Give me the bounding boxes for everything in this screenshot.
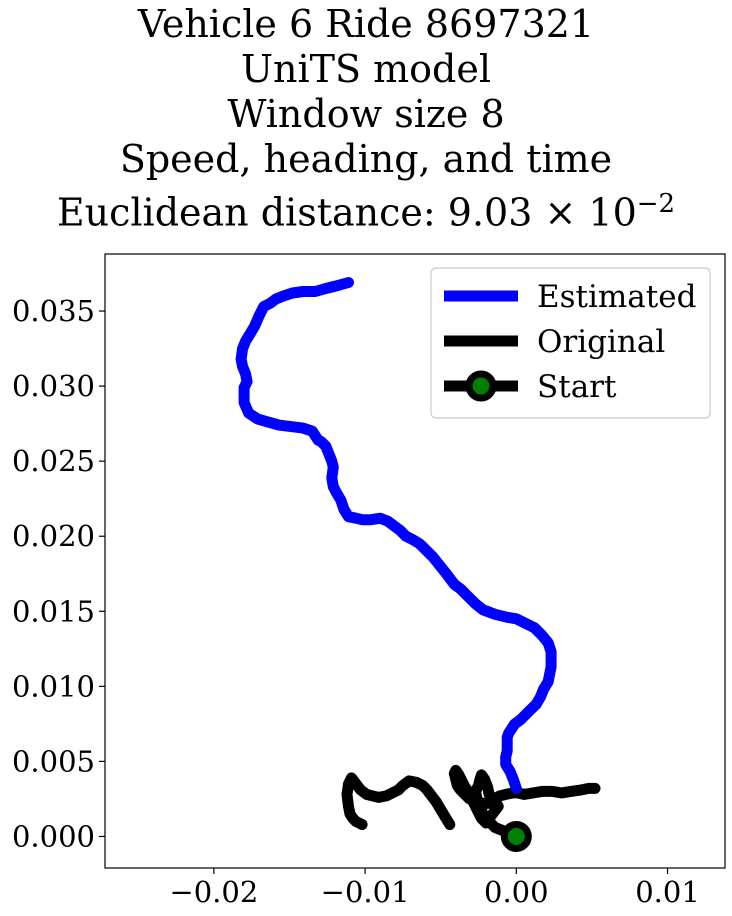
x-tick-label: 0.00 — [484, 875, 549, 909]
legend: Estimated Original Start — [430, 267, 711, 419]
title-line: UniTS model — [241, 47, 491, 91]
x-tick-label: −0.02 — [169, 875, 258, 909]
x-tick-label: −0.01 — [321, 875, 410, 909]
title-metric-exponent: −2 — [636, 189, 676, 219]
series-line-original — [341, 772, 456, 830]
series-line-estimated — [235, 277, 557, 794]
chart-title: Vehicle 6 Ride 8697321 UniTS model Windo… — [0, 2, 732, 236]
y-tick-label: 0.025 — [12, 444, 95, 478]
y-tick-label: 0.010 — [12, 669, 95, 703]
y-tick-label: 0.035 — [12, 294, 95, 328]
title-line: Window size 8 — [227, 92, 505, 136]
plot-frame — [104, 253, 726, 869]
legend-start-marker — [465, 370, 497, 402]
legend-label: Estimated — [537, 279, 696, 315]
start-marker — [500, 820, 532, 852]
y-tick-label: 0.015 — [12, 594, 95, 628]
title-metric-mantissa: 9.03 — [447, 190, 533, 235]
title-metric-prefix: Euclidean distance: — [56, 190, 448, 235]
y-tick-label: 0.030 — [12, 369, 95, 403]
legend-label: Start — [537, 369, 617, 405]
legend-label: Original — [537, 324, 665, 360]
title-line: Vehicle 6 Ride 8697321 — [137, 2, 595, 46]
title-metric-line: Euclidean distance: 9.03 × 10−2 — [0, 182, 732, 236]
x-tick-label: 0.01 — [635, 875, 700, 909]
axis-ticks: −0.02 −0.01 0.00 0.01 0.000 0.005 0.010 0.015 0.… — [12, 294, 700, 909]
title-metric-times: × — [544, 190, 577, 235]
y-tick-label: 0.020 — [12, 519, 95, 553]
y-tick-label: 0.000 — [12, 819, 95, 853]
title-line: Speed, heading, and time — [119, 137, 613, 181]
title-metric-base: 10 — [588, 190, 637, 235]
data-layer — [235, 277, 601, 852]
y-tick-label: 0.005 — [12, 744, 95, 778]
